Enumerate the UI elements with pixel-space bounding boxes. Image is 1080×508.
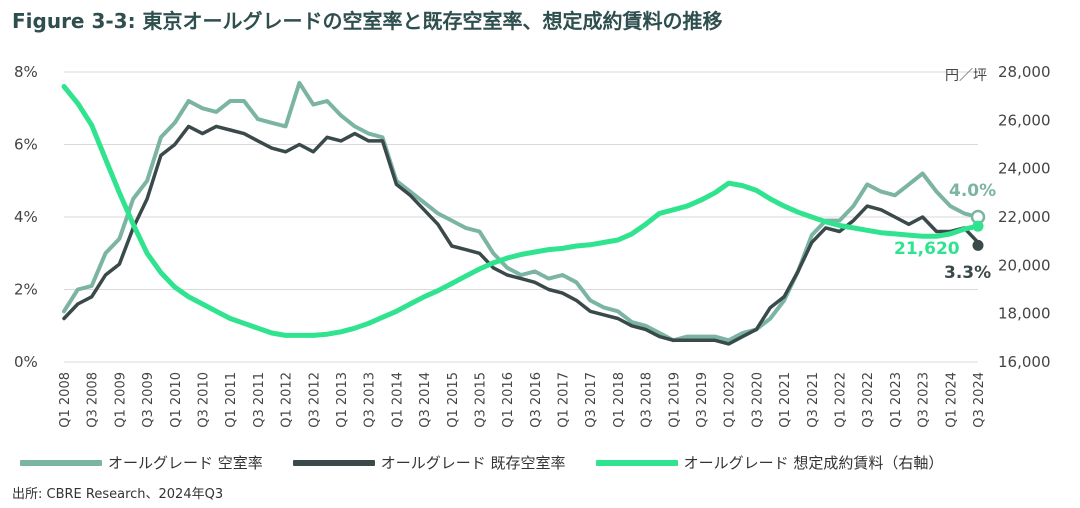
x-tick-label: Q3 2018 <box>640 372 655 428</box>
x-tick-label: Q3 2009 <box>141 372 156 428</box>
x-axis: Q1 2008 Q3 2008 Q1 2009 Q3 2009 Q1 2010 Q3 20… <box>58 372 987 428</box>
series-lines <box>61 80 981 346</box>
line-existing <box>62 124 980 346</box>
x-tick-label: Q1 2022 <box>834 372 849 428</box>
x-tick-label: Q3 2013 <box>363 372 378 428</box>
x-tick-label: Q3 2014 <box>418 372 433 428</box>
chart-title: Figure 3-3: 東京オールグレードの空室率と既存空室率、想定成約賃料の推… <box>12 9 723 33</box>
y-axis-right: 16,000 18,000 20,000 22,000 24,000 26,000 28,0… <box>945 63 1051 371</box>
y-left-tick: 6% <box>14 136 38 154</box>
x-tick-label: Q1 2014 <box>390 372 405 428</box>
y-right-tick: 28,000 <box>998 63 1051 81</box>
x-tick-label: Q1 2015 <box>446 372 461 428</box>
x-tick-label: Q1 2019 <box>667 372 682 428</box>
x-tick-label: Q3 2011 <box>252 372 267 428</box>
x-tick-label: Q1 2017 <box>557 372 572 428</box>
x-tick-label: Q3 2015 <box>473 372 488 428</box>
y-left-tick: 2% <box>14 281 38 299</box>
x-tick-label: Q3 2021 <box>806 372 821 428</box>
x-tick-label: Q3 2012 <box>307 372 322 428</box>
x-tick-label: Q1 2016 <box>501 372 516 428</box>
x-tick-label: Q1 2012 <box>280 372 295 428</box>
end-label-vacancy: 4.0% <box>949 181 996 201</box>
y-axis-left: 0% 2% 4% 6% 8% <box>14 63 38 371</box>
legend-item-existing: オールグレード 既存空室率 <box>292 452 566 473</box>
legend-swatch-existing <box>292 459 375 466</box>
end-labels: 4.0% 3.3% 21,620 <box>894 181 996 283</box>
x-tick-label: Q1 2024 <box>944 372 959 428</box>
grid-lines <box>64 71 978 363</box>
x-tick-label: Q3 2022 <box>861 372 876 428</box>
legend-label-rent: オールグレード 想定成約賃料（右軸） <box>683 454 944 472</box>
y-left-tick: 0% <box>14 353 38 371</box>
x-tick-label: Q1 2011 <box>224 372 239 428</box>
x-tick-label: Q1 2010 <box>169 372 184 428</box>
end-label-existing: 3.3% <box>944 263 991 283</box>
y-right-tick: 24,000 <box>998 160 1051 178</box>
end-marker-existing <box>972 239 984 251</box>
y-right-tick: 22,000 <box>998 208 1051 226</box>
x-tick-label: Q3 2008 <box>86 372 101 428</box>
legend-swatch-rent <box>595 459 678 466</box>
y-right-tick: 20,000 <box>998 256 1051 274</box>
line-rent <box>61 84 981 338</box>
y-left-tick: 8% <box>14 63 38 81</box>
end-marker-rent <box>972 220 984 232</box>
x-tick-label: Q3 2019 <box>695 372 710 428</box>
legend-label-vacancy: オールグレード 空室率 <box>108 454 263 472</box>
x-tick-label: Q1 2023 <box>889 372 904 428</box>
x-tick-label: Q3 2024 <box>972 372 987 428</box>
x-tick-label: Q3 2020 <box>750 372 765 428</box>
legend-item-vacancy: オールグレード 空室率 <box>20 452 263 473</box>
legend: オールグレード 空室率 オールグレード 既存空室率 オールグレード 想定成約賃料… <box>20 452 973 473</box>
legend-label-existing: オールグレード 既存空室率 <box>380 454 566 472</box>
source-note: 出所: CBRE Research、2024年Q3 <box>12 487 224 502</box>
y-right-unit: 円／坪 <box>945 68 987 84</box>
legend-item-rent: オールグレード 想定成約賃料（右軸） <box>595 452 944 473</box>
x-tick-label: Q3 2016 <box>529 372 544 428</box>
legend-swatch-vacancy <box>20 459 102 466</box>
y-right-tick: 16,000 <box>998 353 1051 371</box>
x-tick-label: Q3 2010 <box>196 372 211 428</box>
y-right-tick: 26,000 <box>998 111 1051 129</box>
x-tick-label: Q1 2020 <box>723 372 738 428</box>
x-tick-label: Q1 2009 <box>113 372 128 428</box>
y-left-tick: 4% <box>14 208 38 226</box>
x-tick-label: Q1 2008 <box>58 372 73 428</box>
x-tick-label: Q1 2018 <box>612 372 627 428</box>
y-right-tick: 18,000 <box>998 305 1051 323</box>
end-label-rent: 21,620 <box>894 239 960 259</box>
x-tick-label: Q1 2021 <box>778 372 793 428</box>
x-tick-label: Q1 2013 <box>335 372 350 428</box>
x-tick-label: Q3 2023 <box>917 372 932 428</box>
x-tick-label: Q3 2017 <box>584 372 599 428</box>
